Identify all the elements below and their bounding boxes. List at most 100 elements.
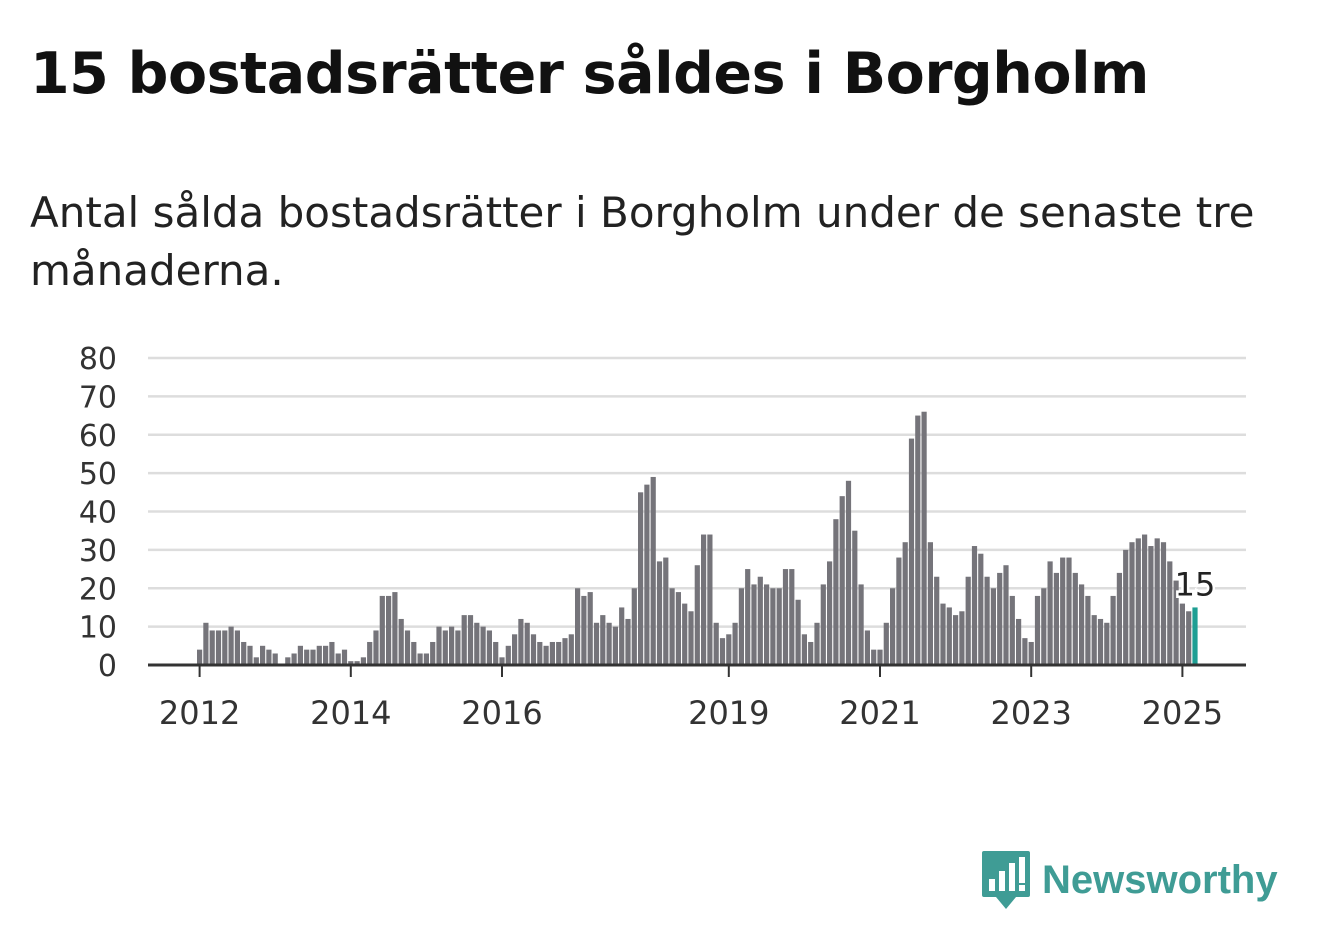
x-tick-label: 2025: [1142, 694, 1223, 732]
bar: [971, 546, 978, 665]
bar: [1079, 584, 1085, 665]
bar: [1148, 546, 1154, 665]
bar: [770, 588, 776, 665]
bar: [701, 534, 707, 665]
x-tick-label: 2023: [990, 694, 1071, 732]
bar: [682, 603, 688, 665]
bar: [902, 542, 908, 665]
bar: [266, 649, 272, 665]
bar: [606, 622, 612, 665]
bar: [593, 622, 600, 665]
bar: [688, 611, 694, 665]
bar: [852, 530, 858, 665]
bar: [883, 622, 889, 665]
bar: [808, 641, 814, 665]
bar: [417, 653, 423, 665]
bar: [556, 641, 562, 665]
bar: [575, 588, 581, 665]
bar: [751, 584, 757, 665]
bar: [845, 480, 852, 665]
bar: [530, 634, 537, 665]
bar: [631, 588, 637, 665]
bar: [1173, 580, 1179, 665]
chart-title: 15 bostadsrätter såldes i Borgholm: [30, 41, 1149, 107]
bar: [713, 622, 719, 665]
y-tick-label: 80: [79, 342, 117, 377]
bar: [360, 657, 366, 665]
x-tick-label: 2019: [688, 694, 769, 732]
bar: [215, 630, 222, 665]
bar: [984, 576, 990, 665]
bar: [1123, 549, 1129, 665]
bar: [423, 653, 429, 665]
bar: [934, 576, 940, 665]
bar: [442, 630, 448, 665]
bar: [990, 588, 996, 665]
bar: [927, 542, 933, 665]
bar: [1003, 565, 1009, 665]
bar: [392, 592, 398, 665]
x-tick-label: 2012: [159, 694, 240, 732]
bar: [310, 649, 316, 665]
bar: [795, 599, 801, 665]
bar-latest: [1192, 607, 1198, 665]
bar: [461, 615, 467, 665]
x-tick-label: 2016: [461, 694, 542, 732]
y-tick-label: 50: [79, 457, 117, 492]
bar: [455, 630, 461, 665]
bar: [1142, 534, 1148, 665]
bar: [1034, 595, 1041, 665]
bar: [959, 611, 965, 665]
bar: [814, 622, 820, 665]
y-tick-label: 20: [79, 572, 117, 607]
bar: [493, 641, 499, 665]
bar: [663, 557, 669, 665]
bar: [203, 622, 209, 665]
bar: [241, 641, 247, 665]
bar: [1041, 588, 1047, 665]
bar: [1110, 595, 1116, 665]
x-tick-label: 2014: [310, 694, 391, 732]
bar: [449, 626, 455, 665]
bar: [304, 649, 310, 665]
bar: [707, 534, 713, 665]
bar: [675, 592, 681, 665]
bar: [228, 626, 234, 665]
y-tick-label: 0: [98, 649, 117, 684]
bar: [656, 561, 663, 665]
bar: [600, 615, 606, 665]
bar: [669, 588, 675, 665]
bar: [1104, 622, 1110, 665]
bar: [1053, 572, 1059, 665]
bar: [745, 569, 751, 665]
bar: [1085, 595, 1091, 665]
y-tick-label: 40: [79, 496, 117, 531]
bar: [625, 618, 631, 665]
bar: [386, 595, 392, 665]
bar: [222, 630, 228, 665]
bar: [562, 638, 568, 665]
bar: [543, 645, 549, 665]
bar: [940, 603, 946, 665]
bar: [430, 641, 436, 665]
y-tick-label: 70: [79, 380, 117, 415]
bar: [467, 615, 474, 665]
bar: [234, 630, 240, 665]
bar: [1066, 557, 1072, 665]
bar: [908, 438, 915, 665]
bar: [820, 584, 826, 665]
bar: [764, 584, 770, 665]
bar: [1186, 611, 1192, 665]
bar: [719, 638, 726, 665]
bar: [1116, 572, 1122, 665]
bar: [896, 557, 902, 665]
bar: [253, 657, 259, 665]
bar: [373, 630, 379, 665]
bar: [877, 649, 883, 665]
bar: [1097, 618, 1104, 665]
bar: [404, 630, 411, 665]
bar: [612, 626, 618, 665]
bar: [638, 492, 644, 665]
y-tick-label: 10: [79, 611, 117, 646]
